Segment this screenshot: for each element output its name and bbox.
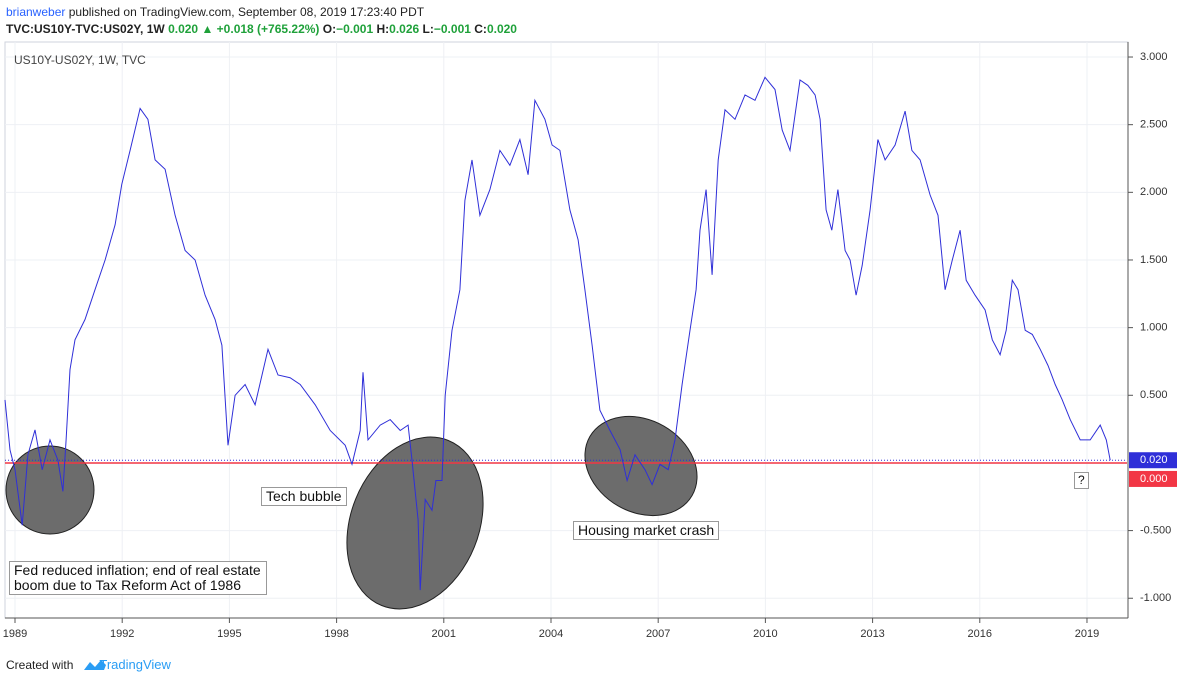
logo-icon (84, 660, 106, 670)
highlight-ellipse (5, 445, 95, 535)
reference-badge (1129, 470, 1177, 487)
y-tick-label: 1.000 (1140, 322, 1168, 334)
series-label: US10Y-US02Y, 1W, TVC (14, 53, 146, 67)
x-tick-label: 2013 (860, 628, 884, 640)
y-tick-label: 3.000 (1140, 51, 1168, 63)
ohlc-label: C: (474, 22, 487, 36)
x-tick-label: 2007 (646, 628, 670, 640)
y-tick-label: 1.500 (1140, 254, 1168, 266)
x-tick-label: 1995 (217, 628, 241, 640)
ohlc-value: −0.001 (336, 22, 374, 36)
annotation: ? (1074, 472, 1089, 489)
annotation: Tech bubble (261, 487, 347, 506)
highlight-ellipse (584, 415, 698, 517)
series-line (4, 76, 1111, 591)
x-tick-label: 2019 (1075, 628, 1099, 640)
header-line1: brianweber published on TradingView.com,… (6, 5, 424, 19)
y-tick-label: 0.500 (1140, 389, 1168, 401)
up-arrow: ▲ (201, 22, 214, 36)
published: published on TradingView.com, September … (68, 5, 425, 19)
author: brianweber (6, 5, 66, 19)
ohlc-label: H: (376, 22, 390, 36)
last: 0.020 (168, 22, 199, 36)
symbol: TVC:US10Y-TVC:US02Y, 1W (6, 22, 165, 36)
x-tick-label: 2010 (753, 628, 777, 640)
x-tick-label: 2016 (968, 628, 992, 640)
ohlc-value: 0.026 (389, 22, 420, 36)
plot-frame (4, 41, 1129, 619)
x-tick-label: 1989 (3, 628, 27, 640)
header-line2: TVC:US10Y-TVC:US02Y, 1W 0.020 ▲ +0.018 (… (6, 22, 517, 36)
last-value-badge (1129, 452, 1177, 469)
ohlc-label: L: (422, 22, 434, 36)
tradingview-logo (84, 660, 106, 670)
annotation: Fed reduced inflation; end of real estat… (9, 561, 267, 595)
y-tick-label: 2.500 (1140, 119, 1168, 131)
y-tick-label: -1.000 (1140, 592, 1171, 604)
ohlc: O:−0.001 H:0.026 L:−0.001 C:0.020 (323, 22, 517, 36)
ohlc-value: −0.001 (433, 22, 471, 36)
ohlc-value: 0.020 (486, 22, 517, 36)
footer: Created with TradingView (6, 657, 171, 672)
y-tick-label: -0.500 (1140, 524, 1171, 536)
y-tick-label: 2.000 (1140, 186, 1168, 198)
ohlc-label: O: (322, 22, 337, 36)
annotation-shapes (5, 415, 698, 610)
footer-text: Created with (6, 658, 74, 672)
annotation: Housing market crash (573, 521, 720, 540)
last-value-label: 0.020 (1140, 454, 1168, 466)
highlight-ellipse (346, 436, 484, 610)
x-tick-label: 1998 (324, 628, 348, 640)
footer-brand: TradingView (99, 657, 171, 672)
reference-label: 0.000 (1140, 473, 1168, 485)
x-tick-label: 2004 (539, 628, 563, 640)
x-tick-label: 1992 (110, 628, 134, 640)
x-tick-label: 2001 (432, 628, 456, 640)
change: +0.018 (+765.22%) (216, 22, 320, 36)
